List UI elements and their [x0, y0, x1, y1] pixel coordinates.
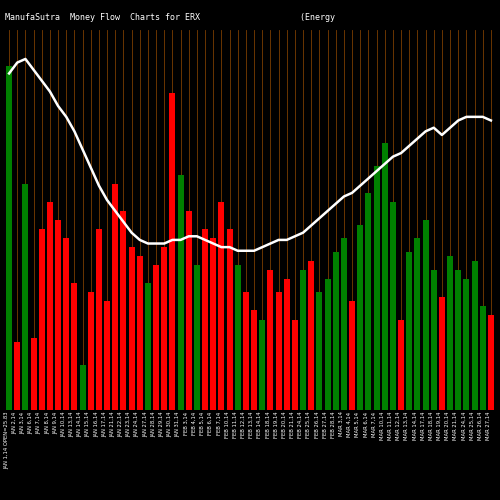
Bar [128, 247, 134, 410]
Bar [14, 342, 20, 410]
Bar [390, 202, 396, 410]
Bar [431, 270, 436, 410]
Bar [341, 238, 347, 410]
Bar [120, 211, 126, 410]
Bar [218, 202, 224, 410]
Bar [6, 66, 12, 410]
Bar [96, 229, 102, 410]
Bar [104, 302, 110, 410]
Bar [226, 229, 232, 410]
Bar [194, 265, 200, 410]
Bar [333, 252, 338, 410]
Bar [260, 320, 265, 410]
Bar [210, 238, 216, 410]
Bar [358, 224, 363, 410]
Bar [480, 306, 486, 410]
Bar [268, 270, 274, 410]
Bar [170, 94, 175, 410]
Bar [80, 365, 86, 410]
Bar [349, 302, 355, 410]
Bar [284, 279, 290, 410]
Bar [276, 292, 281, 410]
Bar [178, 175, 184, 410]
Bar [292, 320, 298, 410]
Bar [202, 229, 208, 410]
Bar [374, 166, 380, 410]
Bar [145, 284, 151, 410]
Bar [308, 260, 314, 410]
Bar [324, 279, 330, 410]
Bar [30, 338, 36, 410]
Bar [137, 256, 142, 410]
Bar [64, 238, 69, 410]
Bar [366, 193, 372, 410]
Bar [316, 292, 322, 410]
Text: ManufaSutra  Money Flow  Charts for ERX                    (Energy              : ManufaSutra Money Flow Charts for ERX (E… [5, 12, 500, 22]
Bar [447, 256, 453, 410]
Bar [382, 143, 388, 410]
Bar [112, 184, 118, 410]
Bar [488, 315, 494, 410]
Bar [472, 260, 478, 410]
Bar [439, 297, 445, 410]
Bar [300, 270, 306, 410]
Bar [47, 202, 53, 410]
Bar [398, 320, 404, 410]
Bar [422, 220, 428, 410]
Bar [162, 247, 167, 410]
Bar [464, 279, 469, 410]
Bar [235, 265, 240, 410]
Bar [251, 310, 257, 410]
Bar [88, 292, 94, 410]
Bar [243, 292, 249, 410]
Bar [55, 220, 61, 410]
Bar [186, 211, 192, 410]
Bar [22, 184, 28, 410]
Bar [456, 270, 461, 410]
Bar [406, 252, 412, 410]
Bar [414, 238, 420, 410]
Bar [39, 229, 44, 410]
Bar [153, 265, 159, 410]
Bar [72, 284, 78, 410]
